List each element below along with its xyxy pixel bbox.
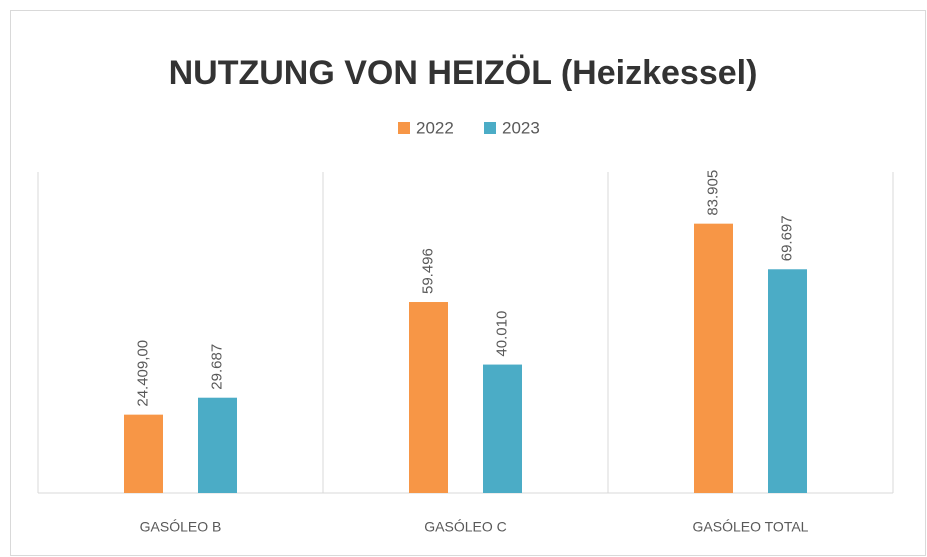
legend-swatch (398, 122, 410, 134)
legend-label: 2023 (502, 118, 540, 137)
data-label: 40.010 (493, 311, 510, 357)
bar (124, 414, 163, 493)
x-tick-label: GASÓLEO C (424, 519, 506, 535)
bar (694, 223, 733, 493)
x-tick-label: GASÓLEO TOTAL (693, 519, 809, 535)
chart-title: NUTZUNG VON HEIZÖL (Heizkessel) (169, 54, 758, 92)
legend-label: 2022 (416, 118, 454, 137)
data-label: 29.687 (208, 344, 225, 390)
data-label: 83.905 (704, 170, 721, 216)
data-label: 24.409,00 (134, 340, 151, 407)
data-label: 69.697 (778, 215, 795, 261)
bar (409, 302, 448, 493)
bar (198, 397, 237, 493)
x-tick-label: GASÓLEO B (140, 519, 222, 535)
legend-swatch (484, 122, 496, 134)
data-label: 59.496 (419, 248, 436, 294)
bar (768, 269, 807, 493)
bar (483, 364, 522, 493)
